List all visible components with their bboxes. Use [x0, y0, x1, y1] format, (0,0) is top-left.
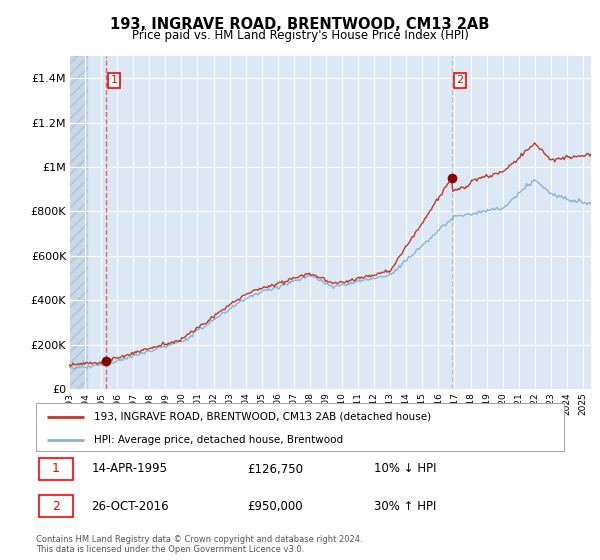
Text: 2: 2 — [52, 500, 60, 512]
Bar — [38, 458, 73, 480]
Text: 2: 2 — [457, 76, 464, 86]
Text: £950,000: £950,000 — [247, 500, 303, 512]
Text: 193, INGRAVE ROAD, BRENTWOOD, CM13 2AB: 193, INGRAVE ROAD, BRENTWOOD, CM13 2AB — [110, 17, 490, 32]
Text: 26-OCT-2016: 26-OCT-2016 — [91, 500, 169, 512]
Text: 14-APR-1995: 14-APR-1995 — [91, 463, 167, 475]
Text: 1: 1 — [110, 76, 118, 86]
Text: 30% ↑ HPI: 30% ↑ HPI — [374, 500, 436, 512]
Text: Contains HM Land Registry data © Crown copyright and database right 2024.
This d: Contains HM Land Registry data © Crown c… — [36, 535, 362, 554]
Text: Price paid vs. HM Land Registry's House Price Index (HPI): Price paid vs. HM Land Registry's House … — [131, 29, 469, 42]
Text: 1: 1 — [52, 463, 60, 475]
Text: 193, INGRAVE ROAD, BRENTWOOD, CM13 2AB (detached house): 193, INGRAVE ROAD, BRENTWOOD, CM13 2AB (… — [94, 412, 431, 422]
Text: 10% ↓ HPI: 10% ↓ HPI — [374, 463, 436, 475]
Text: £126,750: £126,750 — [247, 463, 303, 475]
Bar — [38, 495, 73, 517]
Text: HPI: Average price, detached house, Brentwood: HPI: Average price, detached house, Bren… — [94, 435, 343, 445]
